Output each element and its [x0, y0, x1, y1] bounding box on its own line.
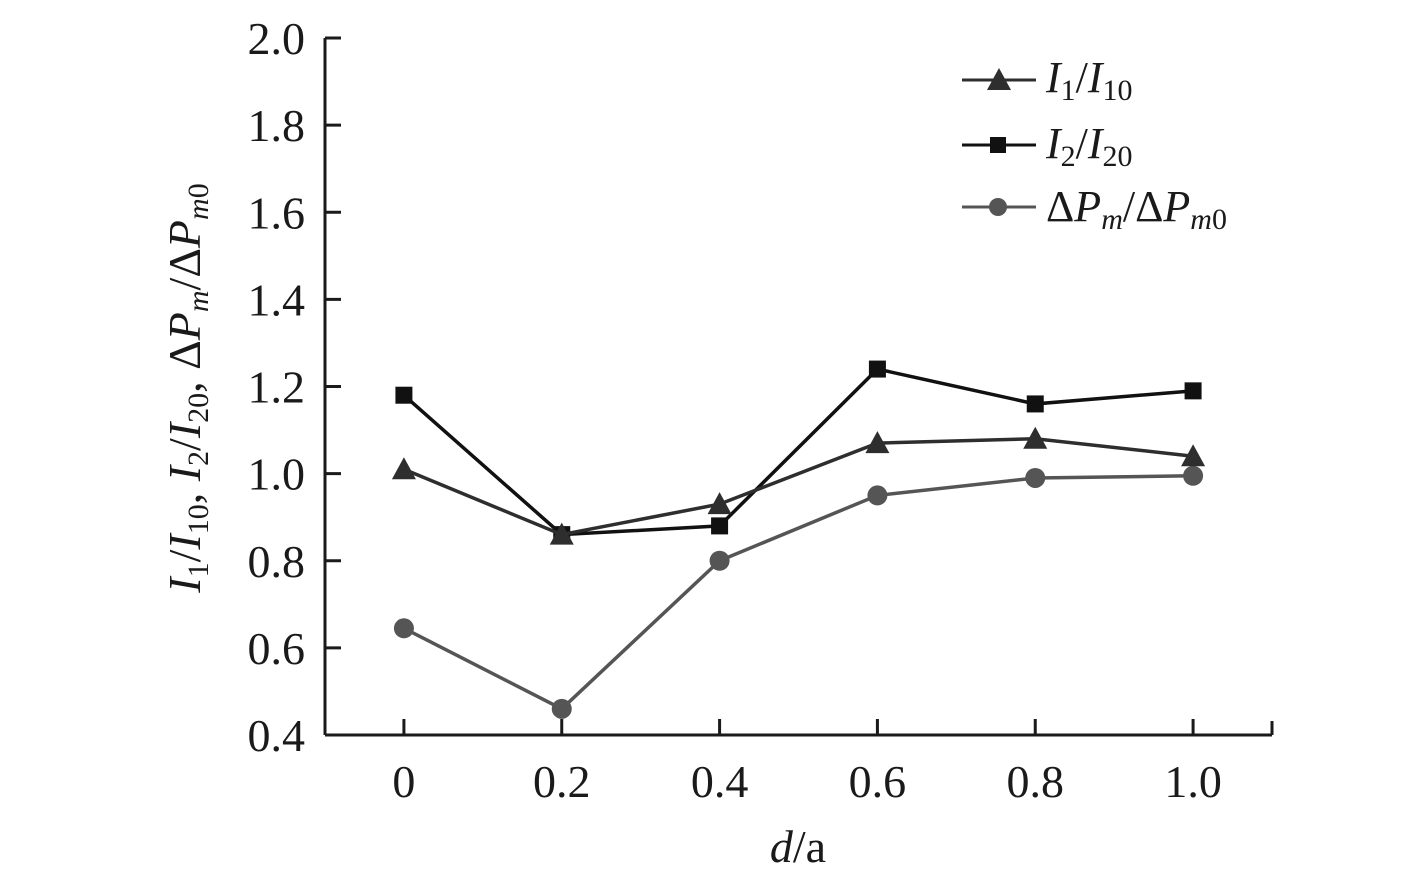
y-tick-label: 1.8 [248, 100, 306, 151]
x-tick-label: 0.2 [533, 756, 591, 807]
square-point [1026, 395, 1044, 413]
x-tick-label: 0.6 [849, 756, 907, 807]
x-axis-title: d/a [770, 821, 826, 872]
y-tick-label: 0.8 [248, 536, 306, 587]
legend-label-dpm: ΔPm/ΔPm0 [1046, 182, 1227, 236]
y-axis-title: I1/I10, I2/I20, ΔPm/ΔPm0 [159, 183, 215, 593]
circle-point [551, 698, 572, 719]
x-tick-label: 0 [392, 756, 415, 807]
triangle-point [1181, 444, 1206, 467]
y-tick-label: 1.4 [248, 274, 306, 325]
triangle-point [391, 457, 416, 480]
y-tick-label: 2.0 [248, 13, 306, 64]
x-tick-label: 1.0 [1164, 756, 1222, 807]
y-ticks: 0.4 0.6 0.8 1.0 1.2 1.4 1.6 1.8 2.0 [248, 13, 341, 761]
legend-triangle-icon [987, 68, 1011, 90]
triangle-point [707, 492, 732, 515]
triangle-point [1023, 426, 1048, 449]
series-layer [391, 360, 1206, 719]
y-tick-label: 1.6 [248, 187, 306, 238]
triangle-point [865, 431, 890, 454]
square-point [395, 386, 413, 404]
y-tick-label: 0.6 [248, 623, 306, 674]
square-point [868, 360, 886, 378]
legend-square-icon [990, 137, 1006, 153]
legend-label-i2: I2/I20 [1045, 119, 1133, 173]
legend: I1/I10 I2/I20 ΔPm/ΔPm0 [962, 53, 1227, 236]
circle-point [867, 485, 888, 506]
circle-point [709, 550, 730, 571]
square-point [711, 517, 729, 535]
x-ticks: 0 0.2 0.4 0.6 0.8 1.0 [392, 719, 1222, 807]
y-tick-label: 1.2 [248, 362, 306, 413]
circle-point [393, 618, 414, 639]
x-tick-label: 0.8 [1007, 756, 1065, 807]
series-line-circle [403, 474, 1194, 711]
series-line-triangle [403, 437, 1194, 537]
legend-label-i1: I1/I10 [1045, 53, 1133, 107]
triangle-point [549, 522, 574, 545]
legend-circle-icon [989, 198, 1007, 216]
circle-point [1025, 467, 1046, 488]
x-tick-label: 0.4 [691, 756, 749, 807]
circle-point [1183, 465, 1204, 486]
y-tick-label: 0.4 [248, 710, 306, 761]
series-line-square [402, 367, 1194, 537]
square-point [1184, 382, 1202, 400]
y-tick-label: 1.0 [248, 449, 306, 500]
